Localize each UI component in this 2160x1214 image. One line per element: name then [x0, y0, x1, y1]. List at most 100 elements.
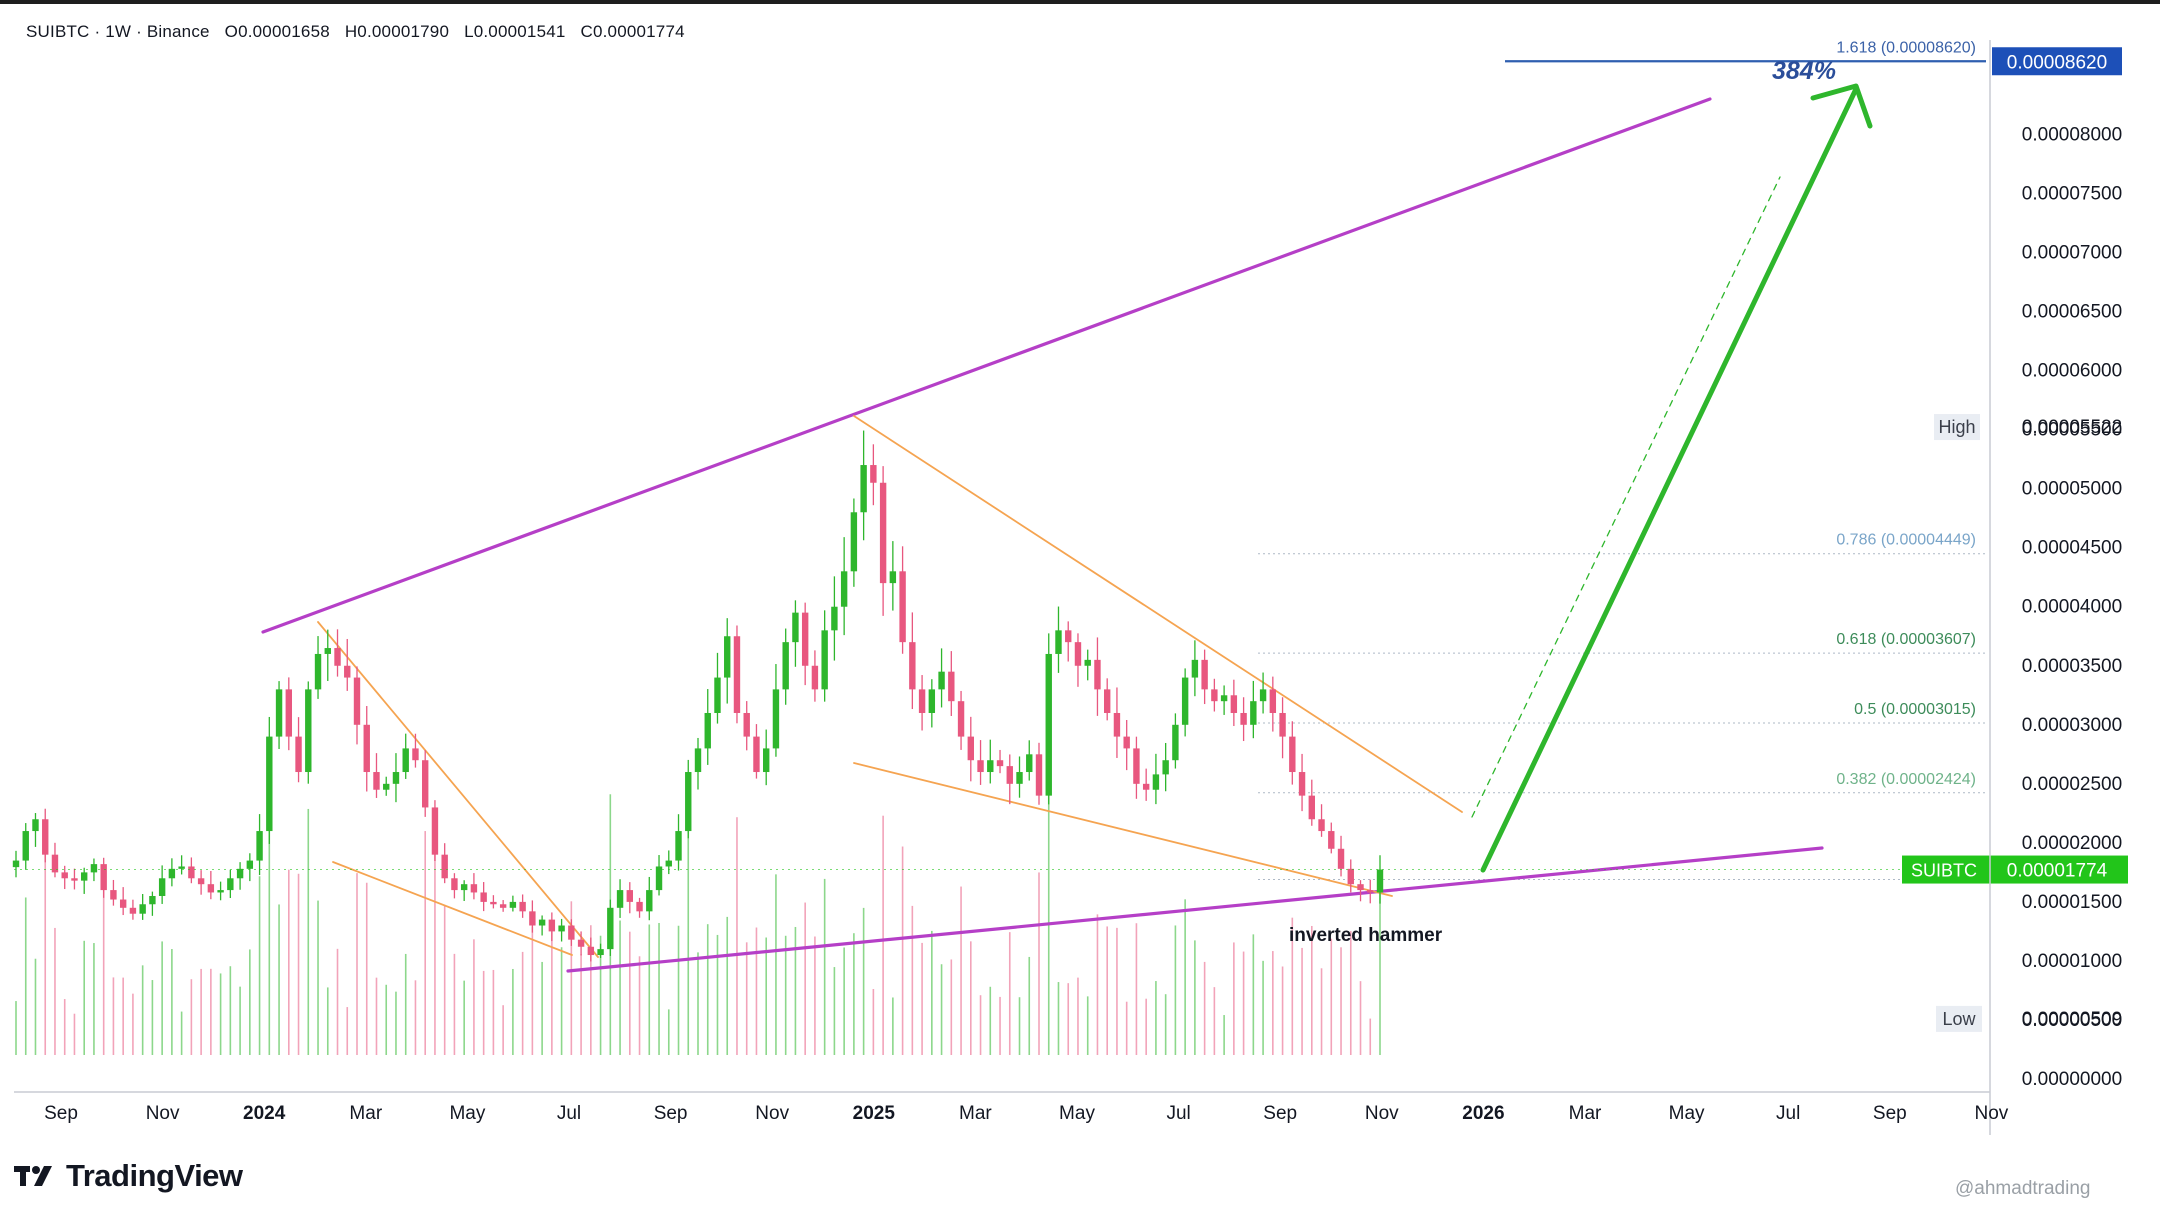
candle-body [646, 890, 653, 912]
candle [168, 858, 176, 887]
candle-body [353, 677, 361, 725]
candle [441, 843, 448, 884]
time-tick-label: Jul [557, 1103, 581, 1124]
candle [490, 895, 497, 909]
candle-body [1211, 689, 1218, 702]
volume-bar [1174, 925, 1177, 1055]
symbol-ohlc-header: SUIBTC · 1W · Binance O0.00001658 H0.000… [26, 22, 695, 42]
volume-bar [667, 1009, 670, 1055]
candle [353, 666, 361, 745]
candle [860, 430, 867, 541]
candle [295, 717, 302, 783]
candle [1113, 687, 1121, 758]
volume-bar [1223, 1015, 1225, 1055]
candle [256, 814, 263, 876]
volume-bar [132, 993, 134, 1055]
candle-body [1026, 754, 1033, 773]
volume-bar [960, 886, 962, 1055]
candle [1016, 756, 1023, 798]
time-tick-label: Nov [755, 1103, 789, 1124]
candle-body [587, 946, 595, 956]
volume-bar [921, 942, 923, 1055]
price-tick-label: 0.00005000 [2022, 479, 2122, 500]
candle [1211, 678, 1218, 712]
candle [558, 918, 565, 942]
candle-body [383, 783, 390, 790]
pattern-label: inverted hammer [1289, 925, 1443, 946]
candle-body [285, 689, 292, 737]
volume-bar [1018, 997, 1021, 1055]
candle [1337, 835, 1345, 877]
candle [1318, 804, 1325, 837]
candle-body [22, 831, 29, 861]
candle-body [1094, 659, 1101, 690]
candle [1123, 719, 1130, 771]
price-tick-label: 0.00003000 [2022, 715, 2122, 736]
candle [1142, 768, 1150, 801]
price-tick-label: 0.00007000 [2022, 243, 2122, 264]
candle [724, 618, 731, 704]
candle [1162, 742, 1169, 792]
candle [1084, 649, 1091, 681]
candle-body [996, 760, 1004, 767]
volume-bar [141, 965, 144, 1055]
gain-percent-label: 384% [1772, 57, 1836, 85]
low-value: L0.00001541 [464, 22, 566, 41]
candle-body [295, 736, 302, 773]
candle [714, 652, 721, 724]
volume-bar [775, 874, 777, 1055]
candle [1133, 736, 1140, 799]
candle-body [977, 760, 984, 773]
candle-body [71, 878, 78, 881]
volume-bar [706, 924, 709, 1055]
volume-bar [940, 964, 943, 1055]
volume-bar [1281, 966, 1284, 1055]
price-tick-label: 0.00003500 [2022, 656, 2122, 677]
candle-body [509, 901, 517, 908]
candle-body [831, 606, 838, 631]
candle-body [792, 612, 799, 643]
volume-bar [171, 949, 173, 1055]
price-tick-label: 0.00001000 [2022, 951, 2122, 972]
candle-body [1006, 766, 1013, 784]
volume-bar [102, 878, 105, 1055]
candle [587, 937, 595, 962]
candle-body [1084, 659, 1091, 666]
volume-bar [112, 977, 115, 1055]
volume-bar [697, 952, 699, 1055]
volume-bar [794, 926, 797, 1055]
candle [1191, 640, 1199, 697]
candle-body [1172, 724, 1179, 761]
candle [996, 749, 1004, 774]
candle [22, 823, 29, 870]
candle [792, 600, 799, 667]
candle-body [451, 878, 458, 891]
volume-bar [726, 916, 729, 1055]
volume-bar [970, 941, 972, 1055]
volume-bar [365, 882, 368, 1055]
candle-body [158, 878, 166, 896]
candle-body [392, 772, 400, 784]
candle [509, 895, 517, 912]
candle-body [655, 866, 663, 891]
volume-bar [54, 927, 56, 1055]
volume-bar [1320, 968, 1323, 1055]
volume-bar [63, 999, 66, 1055]
candle-body [753, 736, 760, 773]
candle [246, 853, 254, 882]
volume-bar [892, 997, 894, 1055]
high-value: 0.00005522 [2022, 417, 2122, 438]
channel-lower-line [566, 846, 1824, 973]
volume-bar [297, 873, 300, 1055]
volume-bar [1164, 994, 1167, 1055]
volume-bar [784, 935, 787, 1055]
fib-level-label: 0.5 (0.00003015) [1854, 701, 1976, 718]
volume-bar [463, 980, 465, 1055]
candle-body [460, 884, 468, 891]
volume-bar [1301, 947, 1303, 1055]
candle-body [870, 465, 877, 483]
volume-bar [1077, 977, 1079, 1055]
volume-bar [24, 897, 27, 1055]
candle-body [1230, 695, 1238, 713]
